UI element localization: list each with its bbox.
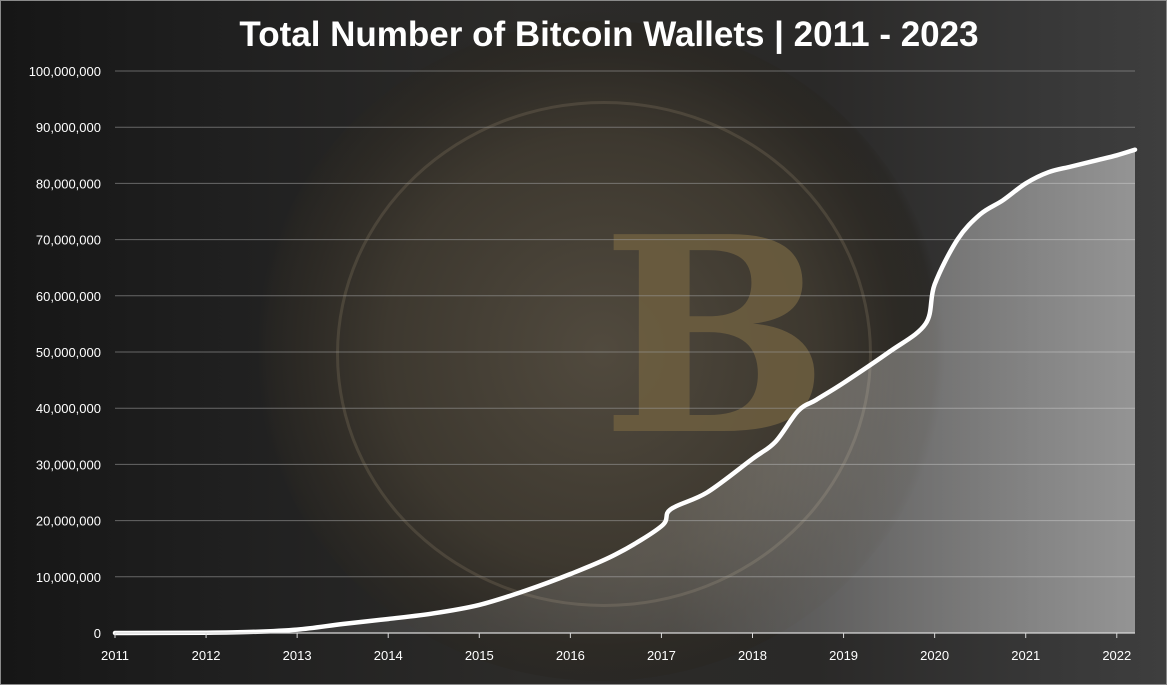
series-line-0 — [112, 147, 1138, 636]
y-axis-ticks: 0 10,000,000 20,000,000 30,000,000 40,000,00… — [29, 64, 101, 641]
x-tick-label: 2022 — [1102, 648, 1131, 663]
y-tick-label: 70,000,000 — [36, 233, 101, 248]
series-line-layer — [112, 147, 1138, 636]
x-tick-label: 2012 — [192, 648, 221, 663]
x-tick-label: 2020 — [920, 648, 949, 663]
x-tick-label: 2014 — [374, 648, 403, 663]
x-tick-label: 2021 — [1011, 648, 1040, 663]
x-tick-label: 2018 — [738, 648, 767, 663]
area-fill-layer — [115, 149, 1135, 633]
y-tick-label: 80,000,000 — [36, 176, 101, 191]
y-tick-label: 100,000,000 — [29, 64, 101, 79]
y-tick-label: 40,000,000 — [36, 401, 101, 416]
x-tick-label: 2017 — [647, 648, 676, 663]
y-tick-label: 90,000,000 — [36, 120, 101, 135]
y-tick-label: 30,000,000 — [36, 457, 101, 472]
x-tick-label: 2011 — [101, 648, 129, 663]
x-axis-ticks: 2011 2012 2013 2014 2015 2016 2017 2018 2019 2020… — [101, 648, 1131, 663]
x-tick-label: 2015 — [465, 648, 494, 663]
series-area-0 — [115, 149, 1135, 633]
x-tick-label: 2013 — [283, 648, 312, 663]
y-tick-label: 20,000,000 — [36, 514, 101, 529]
chart-title: Total Number of Bitcoin Wallets | 2011 -… — [239, 15, 979, 54]
axes — [114, 632, 1135, 638]
y-tick-label: 0 — [94, 626, 101, 641]
x-tick-label: 2016 — [556, 648, 585, 663]
y-tick-label: 50,000,000 — [36, 345, 101, 360]
y-tick-label: 10,000,000 — [36, 570, 101, 585]
x-tick-label: 2019 — [829, 648, 858, 663]
y-tick-label: 60,000,000 — [36, 289, 101, 304]
